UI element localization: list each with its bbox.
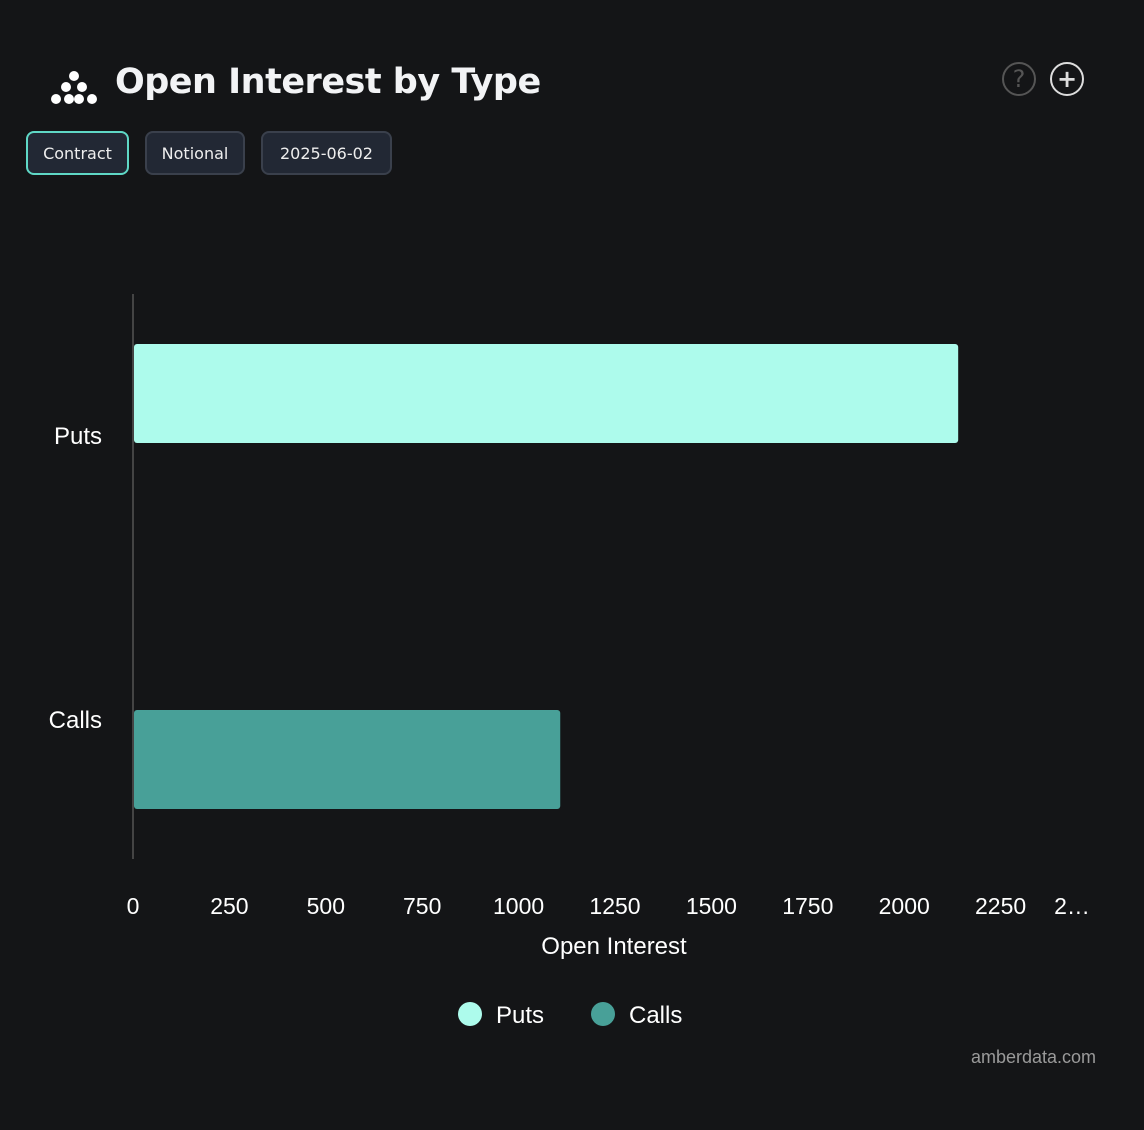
x-tick-label: 0 — [127, 893, 140, 919]
amberdata-logo-icon — [51, 71, 97, 104]
x-tick-label: 2250 — [975, 893, 1026, 919]
contract-button[interactable]: Contract — [26, 131, 129, 175]
x-axis-title: Open Interest — [541, 933, 687, 960]
add-button[interactable]: + — [1050, 62, 1084, 96]
legend-label: Calls — [629, 1002, 682, 1029]
question-circle-icon: ? — [1012, 65, 1026, 93]
page-title: Open Interest by Type — [115, 62, 541, 102]
notional-button[interactable]: Notional — [145, 131, 245, 175]
x-tick-label: 500 — [307, 893, 345, 919]
category-label: Puts — [54, 423, 102, 450]
x-tick-label: 2… — [1054, 893, 1090, 919]
help-button[interactable]: ? — [1002, 62, 1036, 96]
legend-label: Puts — [496, 1002, 544, 1029]
x-tick-label: 250 — [210, 893, 248, 919]
source-label: amberdata.com — [970, 1047, 1096, 1067]
bar-calls — [134, 710, 561, 809]
legend-marker-puts — [458, 1002, 482, 1026]
legend-marker-calls — [591, 1002, 615, 1026]
x-tick-label: 1250 — [589, 893, 640, 919]
date-button[interactable]: 2025-06-02 — [261, 131, 392, 175]
plus-circle-icon: + — [1056, 65, 1078, 93]
x-tick-label: 2000 — [879, 893, 930, 919]
x-tick-label: 1750 — [782, 893, 833, 919]
x-tick-label: 1000 — [493, 893, 544, 919]
bar-puts — [134, 344, 959, 443]
x-tick-label: 750 — [403, 893, 441, 919]
category-label: Calls — [49, 707, 102, 734]
x-tick-label: 1500 — [686, 893, 737, 919]
